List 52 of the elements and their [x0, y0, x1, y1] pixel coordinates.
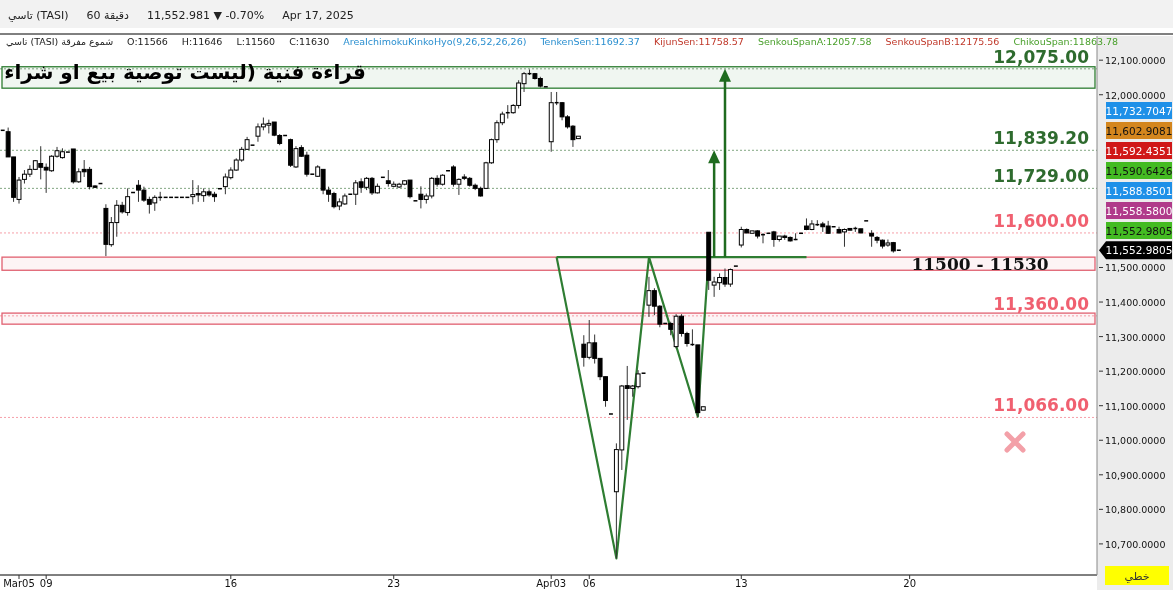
ref-line: 11,066.00	[0, 395, 1098, 418]
annotation: AreaIchimokuKinkoHyo(9,26,52,26,26)	[343, 36, 527, 47]
y-tick-label: 11,300.0000	[1105, 331, 1166, 343]
band-label: 11500 - 11530	[911, 253, 1049, 274]
y-tick-label: 12,000.0000	[1105, 89, 1166, 101]
ref-line: 11,600.00	[0, 210, 1098, 234]
ref-line-label: 12,075.00	[993, 46, 1090, 67]
band: 11500 - 11530	[1, 253, 1096, 274]
price-tag: 11,590.6426	[1105, 162, 1173, 179]
y-tick-label: 10,800.0000	[1105, 504, 1166, 516]
price-tag: 11,732.7047	[1105, 102, 1173, 119]
x-tick-label: 13	[734, 578, 748, 589]
ref-line: 11,729.00	[0, 166, 1098, 189]
y-tick-label: 11,000.0000	[1105, 435, 1166, 447]
ref-line-label: 11,839.20	[993, 128, 1090, 149]
annotation: TenkenSen:11692.37	[539, 36, 640, 47]
annotation: O:11566	[127, 36, 168, 47]
annotation: L:11560	[236, 36, 276, 47]
y-tick-label: 12,100.0000	[1105, 55, 1166, 67]
annotation: H:11646	[181, 36, 223, 47]
y-tick-label: 11,400.0000	[1105, 297, 1166, 309]
ref-line-label: 11,360.00	[993, 293, 1090, 314]
y-tick-label: 11,200.0000	[1105, 366, 1166, 378]
y-tick-label: 10,900.0000	[1105, 469, 1166, 481]
y-tick-label: 11,100.0000	[1105, 400, 1166, 412]
price-tag: 11,552.9805	[1105, 222, 1173, 239]
x-tick-label: Apr03	[536, 578, 567, 589]
price-tag: 11,552.9805	[1099, 241, 1173, 260]
annotation: ChikouSpan:11863.78	[1013, 36, 1119, 47]
ref-line: 11,360.00	[0, 293, 1098, 317]
x-tick-label: Mar05	[3, 578, 35, 589]
price-tag: 11,602.9081	[1105, 122, 1173, 139]
price-tag: 11,588.8501	[1105, 182, 1173, 199]
y-tick-label: 11,500.0000	[1105, 262, 1166, 274]
annotation: تاسي (TASI) شموع مفرقة	[6, 36, 114, 47]
annotation: C:11630	[289, 36, 330, 47]
annotation: SenkouSpanA:12057.58	[757, 36, 872, 47]
ref-line-label: 11,066.00	[993, 395, 1090, 416]
ref-line-label: 11,600.00	[993, 210, 1090, 231]
annotation: KijunSen:11758.57	[653, 36, 744, 47]
ref-line: 11,839.20	[0, 128, 1098, 151]
price-tag: 11,592.4351	[1105, 142, 1173, 159]
annotation: SenkouSpanB:12175.56	[885, 36, 1000, 47]
x-tick-label: 06	[582, 578, 596, 589]
x-tick-label: 20	[903, 578, 917, 589]
mode-box: خطي	[1105, 566, 1169, 585]
price-tag: 11,558.5800	[1105, 202, 1173, 219]
x-tick-label: 16	[224, 578, 238, 589]
ref-line-label: 11,729.00	[993, 166, 1090, 187]
y-tick-label: 10,700.0000	[1105, 538, 1166, 550]
x-tick-label: 09	[39, 578, 53, 589]
x-tick-label: 23	[387, 578, 401, 589]
